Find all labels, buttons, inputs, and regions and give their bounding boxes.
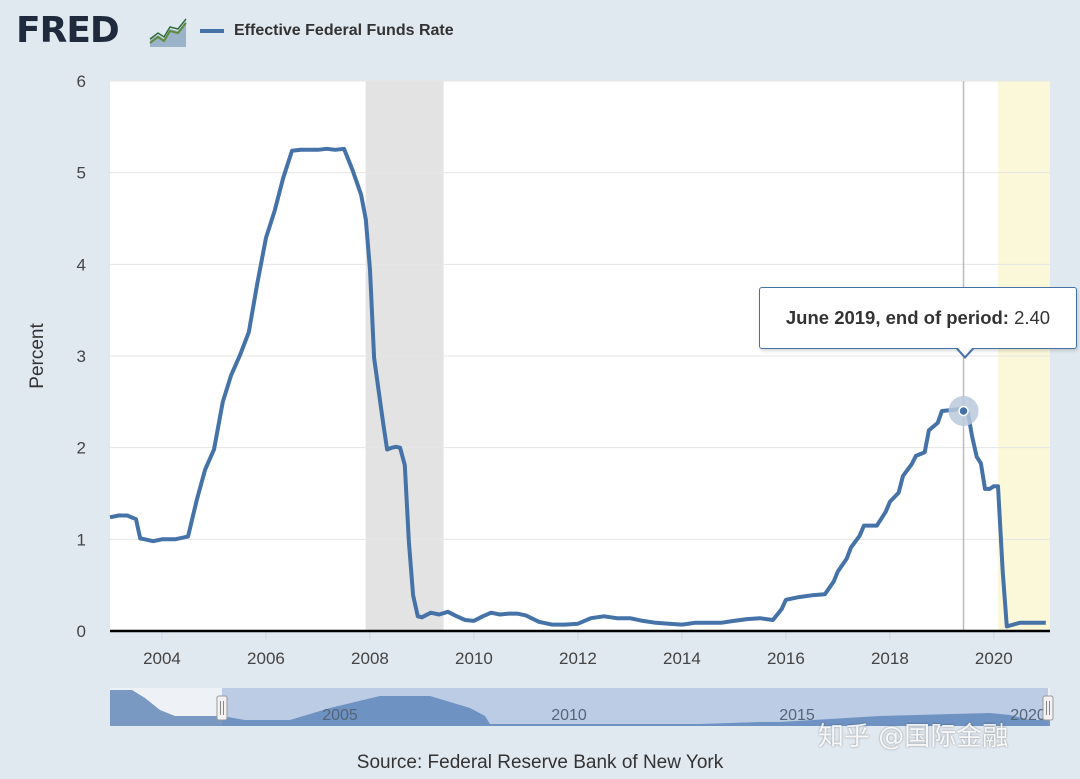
x-tick-2004: 2004 bbox=[143, 649, 181, 668]
tooltip-value: 2.40 bbox=[1014, 307, 1051, 328]
header: FRED Effective Federal Funds Rate bbox=[0, 0, 1080, 70]
y-tick-4: 4 bbox=[77, 255, 86, 274]
y-tick-5: 5 bbox=[77, 164, 86, 183]
navigator-handle-right[interactable] bbox=[1042, 695, 1054, 721]
navigator-tick-2005: 2005 bbox=[322, 707, 358, 724]
legend-line-marker bbox=[200, 29, 224, 33]
x-tick-2012: 2012 bbox=[559, 649, 597, 668]
x-tick-2008: 2008 bbox=[351, 649, 389, 668]
x-tick-2018: 2018 bbox=[871, 649, 909, 668]
gridlines bbox=[110, 80, 1050, 540]
y-tick-3: 3 bbox=[77, 347, 86, 366]
x-tick-2010: 2010 bbox=[455, 649, 493, 668]
tooltip-label: June 2019, end of period: bbox=[785, 307, 1009, 328]
hover-point[interactable] bbox=[958, 405, 969, 417]
watermark: 知乎 @国际金融 bbox=[818, 722, 1009, 752]
navigator-series-area bbox=[110, 690, 1050, 726]
tooltip: June 2019, end of period: 2.40 bbox=[759, 287, 1077, 349]
y-tick-2: 2 bbox=[77, 439, 86, 458]
logo-graph-icon bbox=[148, 17, 188, 49]
y-axis-label: Percent bbox=[27, 323, 48, 389]
x-tick-labels: 2004 2006 2008 2010 2012 2014 2016 2018 2020 bbox=[143, 631, 1013, 668]
navigator-handle-left[interactable] bbox=[216, 695, 228, 721]
navigator[interactable]: 2005 2010 2015 2020 bbox=[0, 0, 1080, 750]
navigator-tick-2010: 2010 bbox=[551, 707, 587, 724]
x-tick-2006: 2006 bbox=[247, 649, 285, 668]
y-tick-6: 6 bbox=[77, 72, 86, 91]
y-tick-1: 1 bbox=[77, 530, 86, 549]
legend-label: Effective Federal Funds Rate bbox=[234, 22, 454, 39]
y-tick-0: 0 bbox=[77, 622, 86, 641]
main-chart[interactable]: 0 1 2 3 4 5 6 2004 2006 2008 2010 2012 2014 2016 2018… bbox=[0, 0, 1080, 690]
y-tick-labels: 0 1 2 3 4 5 6 bbox=[77, 72, 86, 641]
x-tick-2014: 2014 bbox=[663, 649, 701, 668]
legend[interactable]: Effective Federal Funds Rate bbox=[200, 20, 454, 42]
navigator-tick-2020: 2020 bbox=[1010, 707, 1046, 724]
fred-logo[interactable]: FRED bbox=[16, 10, 120, 51]
navigator-tick-2015: 2015 bbox=[779, 707, 815, 724]
tooltip-arrow-inner bbox=[957, 347, 973, 356]
series-line-effective-federal-funds-rate[interactable] bbox=[109, 146, 1046, 629]
source-note: Source: Federal Reserve Bank of New York bbox=[356, 752, 724, 773]
x-tick-2020: 2020 bbox=[975, 649, 1013, 668]
navigator-selection[interactable] bbox=[222, 688, 1048, 726]
x-tick-2016: 2016 bbox=[767, 649, 805, 668]
